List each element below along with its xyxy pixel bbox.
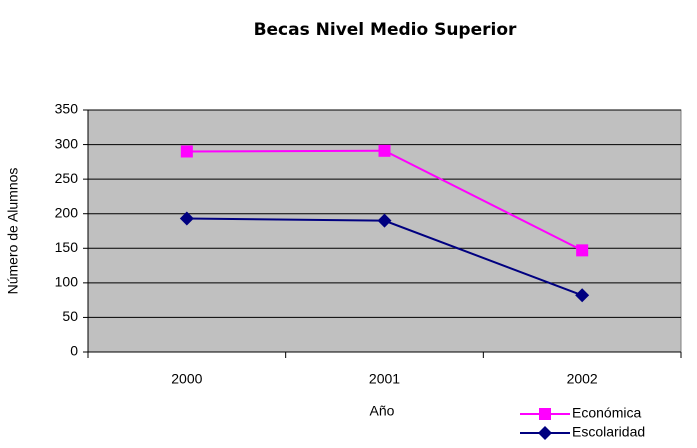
marker: [180, 145, 193, 158]
legend-label: Escolaridad: [572, 424, 645, 440]
y-tick-label: 200: [55, 204, 79, 220]
marker: [377, 213, 392, 228]
marker: [179, 211, 194, 226]
y-tick-label: 250: [55, 170, 79, 186]
y-tick-label: 300: [55, 135, 79, 151]
y-tick-label: 350: [55, 101, 79, 117]
y-tick-label: 50: [62, 308, 78, 324]
legend-marker: [539, 408, 551, 420]
y-tick-label: 150: [55, 239, 79, 255]
y-tick-label: 0: [70, 343, 78, 359]
legend-label: Económica: [572, 405, 641, 421]
x-tick-label: 2001: [369, 371, 400, 387]
y-axis-label: Número de Alumnos: [5, 168, 21, 295]
marker: [575, 288, 590, 303]
x-tick-label: 2000: [171, 371, 202, 387]
marker: [576, 244, 589, 257]
chart-title: Becas Nivel Medio Superior: [254, 20, 517, 40]
x-axis-label: Año: [370, 403, 395, 419]
y-tick-label: 100: [55, 274, 79, 290]
marker: [378, 144, 391, 157]
legend-marker: [538, 426, 552, 440]
x-tick-label: 2002: [567, 371, 598, 387]
